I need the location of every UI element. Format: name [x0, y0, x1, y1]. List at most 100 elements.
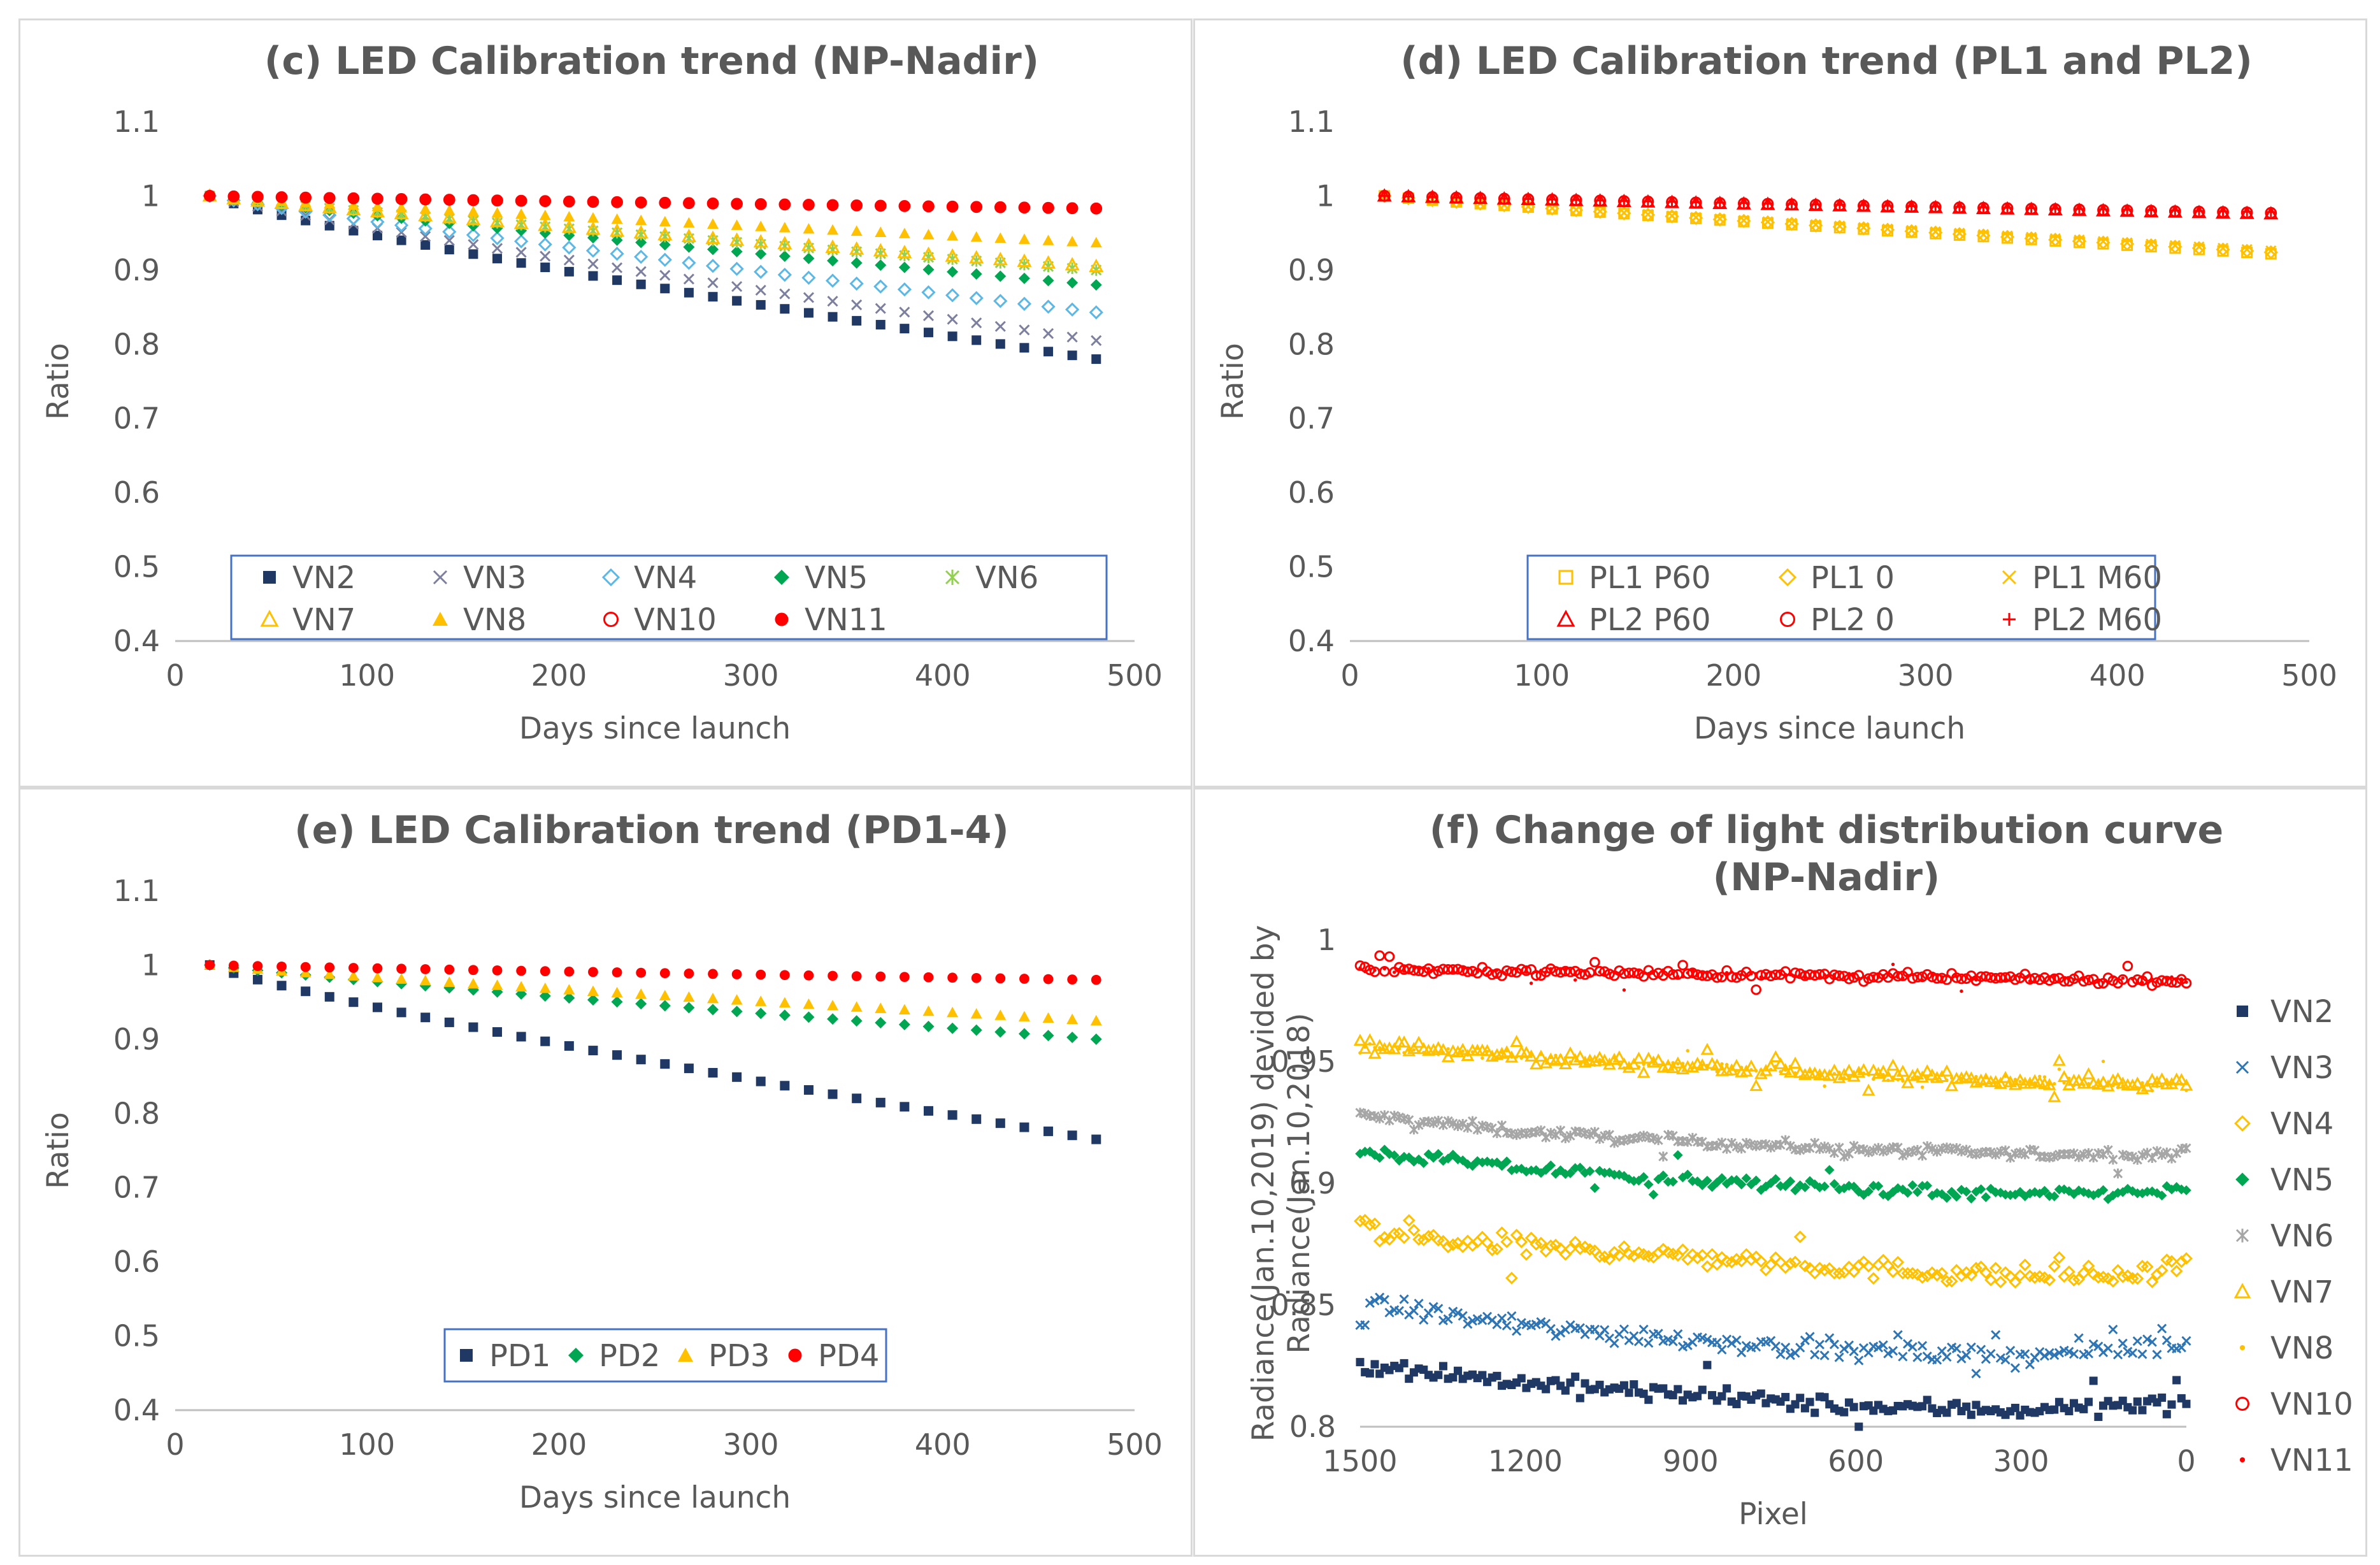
data-point	[1583, 1061, 1587, 1065]
data-point	[612, 967, 622, 977]
data-point	[588, 1046, 598, 1056]
data-point	[994, 1026, 1007, 1038]
data-point	[1918, 1341, 1928, 1351]
x-tick-label: 100	[339, 1427, 395, 1462]
data-point	[1423, 1308, 1434, 1318]
data-point	[1858, 200, 1868, 210]
data-point	[540, 263, 550, 273]
data-point	[707, 243, 719, 256]
legend-label: PD2	[599, 1338, 660, 1374]
data-point	[1700, 1063, 1704, 1067]
data-point	[1858, 1190, 1869, 1200]
data-point	[1784, 1065, 1797, 1078]
data-point	[1810, 1408, 1819, 1417]
data-point	[466, 212, 481, 226]
data-point	[1417, 1049, 1421, 1053]
data-point	[1042, 328, 1054, 339]
data-point	[1397, 1035, 1411, 1048]
data-point	[1651, 1058, 1656, 1062]
data-point	[2146, 205, 2156, 215]
data-point	[1588, 1058, 1592, 1062]
data-point	[2126, 1272, 2139, 1285]
data-point	[1463, 1319, 1473, 1329]
data-point	[1441, 1051, 1445, 1055]
data-point	[1451, 192, 1461, 203]
data-point	[538, 217, 553, 231]
data-point	[803, 292, 815, 303]
y-tick-label: 0.7	[113, 401, 160, 436]
legend-label: VN4	[2270, 1106, 2333, 1142]
data-point	[1824, 1333, 1835, 1343]
series-vn10	[203, 190, 1103, 215]
data-point	[2074, 204, 2084, 214]
data-point	[1901, 976, 1905, 980]
data-point	[1018, 1011, 1030, 1021]
data-point	[2062, 1265, 2075, 1278]
data-point	[1786, 217, 1798, 229]
data-point	[1603, 1253, 1616, 1266]
data-point	[1849, 1141, 1859, 1151]
data-point	[2067, 1076, 2071, 1080]
data-point	[1768, 972, 1773, 976]
data-point	[1945, 1078, 1949, 1082]
data-point	[396, 227, 407, 238]
data-point	[756, 198, 766, 209]
data-point	[1387, 1042, 1401, 1055]
data-point	[828, 970, 838, 981]
data-point	[1902, 1188, 1913, 1198]
y-tick-label: 1.1	[113, 874, 160, 908]
data-point	[1834, 1352, 1844, 1362]
data-point	[1940, 1064, 1954, 1077]
data-point	[1565, 1320, 1575, 1331]
series-pd2	[204, 959, 1102, 1045]
data-point	[1018, 233, 1030, 244]
data-point	[1951, 1343, 1961, 1353]
data-point	[1867, 1272, 1880, 1285]
legend-label: VN8	[2270, 1331, 2333, 1366]
data-point	[1813, 1068, 1817, 1072]
data-point	[1603, 971, 1607, 976]
data-point	[2013, 977, 2018, 981]
legend-item: VN6	[945, 560, 1038, 596]
data-point	[1512, 1326, 1522, 1336]
data-point	[659, 990, 671, 1000]
data-point	[1402, 1214, 1416, 1227]
data-point	[1842, 1064, 1856, 1076]
data-point	[2181, 977, 2192, 989]
data-point	[2182, 1399, 2191, 1408]
data-point	[515, 988, 527, 1000]
legend-label: VN11	[2270, 1443, 2353, 1478]
data-point	[2053, 1053, 2066, 1066]
data-point	[777, 236, 792, 250]
data-point	[2086, 977, 2091, 981]
data-point	[779, 970, 790, 981]
data-point	[1565, 966, 1576, 977]
data-point	[1417, 1233, 1430, 1246]
data-point	[684, 198, 694, 208]
data-point	[1784, 217, 1799, 231]
data-point	[1798, 974, 1802, 977]
data-point	[2053, 1082, 2056, 1086]
y-tick-label: 0.8	[113, 327, 160, 361]
data-point	[2074, 1151, 2084, 1162]
data-point	[2144, 238, 2158, 253]
data-point	[1505, 969, 1509, 973]
chart-e: (e) LED Calibration trend (PD1-4) 0.4 0.5 0…	[41, 808, 1163, 1515]
data-point	[1498, 192, 1510, 205]
data-point	[2044, 1348, 2054, 1358]
data-point	[1783, 972, 1788, 977]
data-point	[1529, 981, 1533, 985]
data-point	[1358, 966, 1362, 970]
data-point	[1485, 1049, 1489, 1053]
data-point	[875, 1002, 887, 1013]
data-point	[1379, 1295, 1389, 1305]
data-point	[1961, 1144, 1972, 1155]
data-point	[1810, 199, 1821, 210]
data-point	[300, 192, 311, 203]
data-point	[612, 196, 622, 207]
data-point	[2039, 1351, 2050, 1361]
data-point	[1524, 1049, 1538, 1062]
data-point	[1881, 1072, 1885, 1077]
data-point	[347, 199, 359, 210]
data-point	[1828, 1071, 1832, 1075]
